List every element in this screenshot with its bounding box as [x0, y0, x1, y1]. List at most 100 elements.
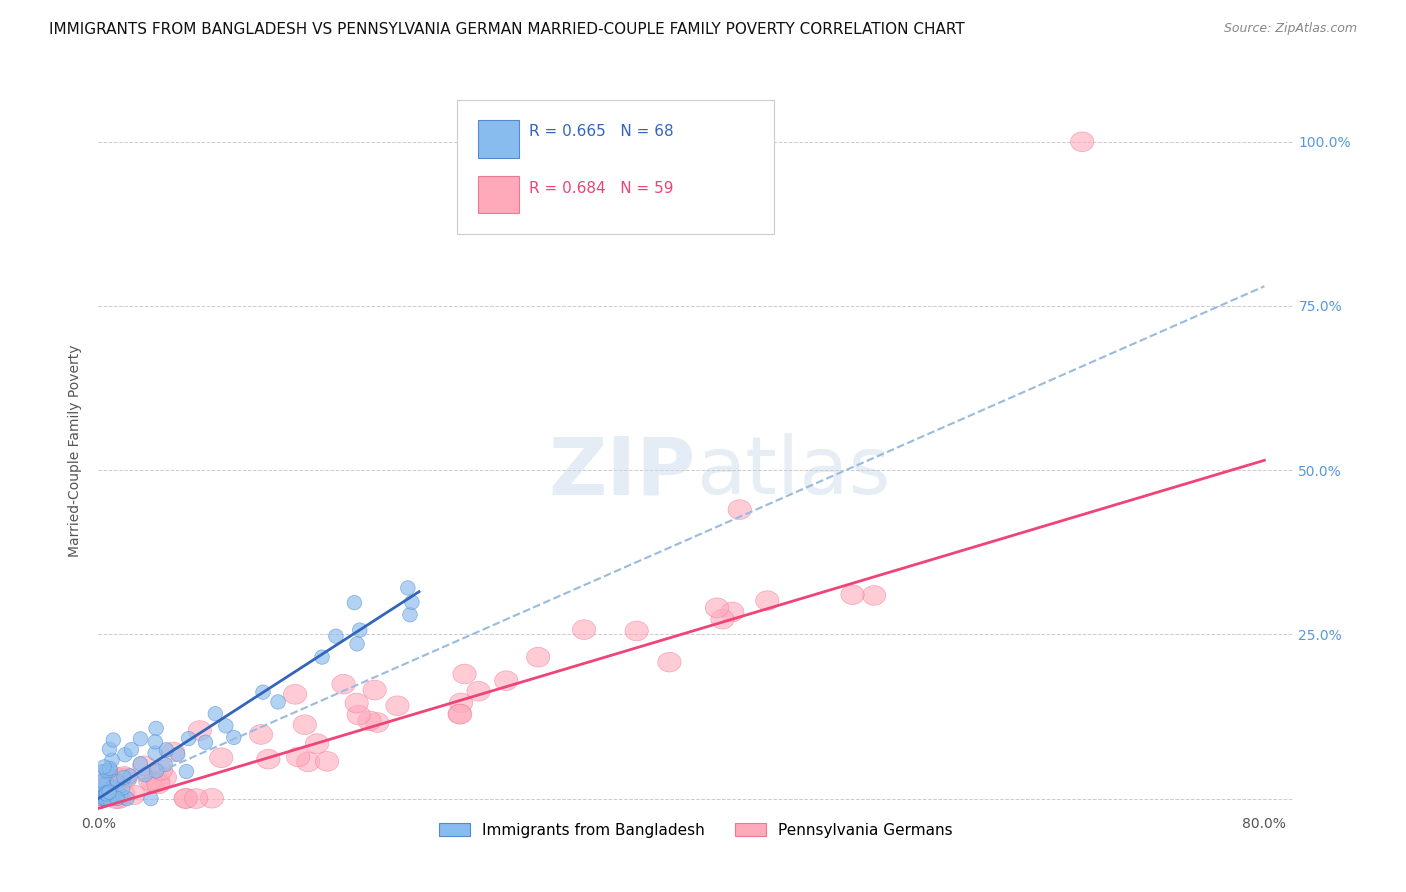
Ellipse shape [1070, 132, 1094, 152]
Ellipse shape [344, 693, 368, 713]
Ellipse shape [401, 581, 415, 595]
Ellipse shape [118, 747, 132, 762]
Ellipse shape [96, 764, 110, 779]
Ellipse shape [93, 788, 107, 802]
Ellipse shape [658, 652, 681, 672]
Ellipse shape [98, 786, 114, 800]
Ellipse shape [93, 787, 107, 801]
Ellipse shape [353, 623, 367, 637]
Ellipse shape [174, 789, 197, 808]
Ellipse shape [572, 620, 596, 640]
Ellipse shape [134, 731, 148, 746]
Ellipse shape [101, 785, 117, 799]
Ellipse shape [90, 776, 114, 796]
Ellipse shape [110, 791, 125, 805]
Ellipse shape [105, 732, 121, 747]
Ellipse shape [111, 774, 125, 789]
Ellipse shape [209, 747, 233, 768]
Text: Source: ZipAtlas.com: Source: ZipAtlas.com [1223, 22, 1357, 36]
Ellipse shape [284, 684, 307, 704]
Ellipse shape [138, 767, 152, 782]
Ellipse shape [148, 746, 163, 761]
Text: IMMIGRANTS FROM BANGLADESH VS PENNSYLVANIA GERMAN MARRIED-COUPLE FAMILY POVERTY : IMMIGRANTS FROM BANGLADESH VS PENNSYLVAN… [49, 22, 965, 37]
Ellipse shape [728, 500, 751, 519]
Ellipse shape [347, 706, 370, 725]
Ellipse shape [93, 781, 107, 796]
Ellipse shape [297, 752, 319, 772]
Ellipse shape [711, 609, 734, 629]
Ellipse shape [149, 760, 173, 780]
Ellipse shape [132, 756, 156, 776]
Ellipse shape [107, 788, 122, 802]
Ellipse shape [100, 764, 114, 778]
Legend: Immigrants from Bangladesh, Pennsylvania Germans: Immigrants from Bangladesh, Pennsylvania… [433, 816, 959, 844]
Text: R = 0.684   N = 59: R = 0.684 N = 59 [529, 181, 673, 195]
Ellipse shape [117, 770, 131, 785]
Ellipse shape [111, 784, 125, 798]
Ellipse shape [146, 772, 170, 791]
Ellipse shape [467, 681, 491, 701]
Ellipse shape [179, 764, 194, 779]
Ellipse shape [105, 780, 120, 795]
Ellipse shape [287, 747, 309, 767]
Ellipse shape [208, 706, 222, 721]
Ellipse shape [450, 693, 472, 713]
Ellipse shape [350, 637, 364, 651]
Ellipse shape [257, 749, 280, 769]
Ellipse shape [347, 596, 361, 610]
Ellipse shape [100, 787, 114, 801]
Ellipse shape [103, 764, 118, 778]
Ellipse shape [134, 756, 148, 771]
Ellipse shape [149, 721, 163, 736]
Ellipse shape [114, 768, 138, 788]
Text: R = 0.665   N = 68: R = 0.665 N = 68 [529, 124, 673, 139]
Ellipse shape [755, 591, 779, 610]
Ellipse shape [332, 674, 356, 694]
Ellipse shape [198, 735, 212, 749]
Ellipse shape [120, 791, 134, 805]
Ellipse shape [98, 791, 114, 805]
Ellipse shape [112, 766, 136, 786]
Ellipse shape [97, 791, 111, 805]
Ellipse shape [366, 713, 389, 732]
Ellipse shape [449, 705, 472, 724]
Ellipse shape [706, 598, 728, 617]
Ellipse shape [402, 607, 418, 622]
Ellipse shape [104, 789, 128, 808]
Ellipse shape [148, 735, 163, 749]
Ellipse shape [200, 789, 224, 808]
Ellipse shape [103, 761, 117, 776]
Ellipse shape [93, 789, 107, 804]
Ellipse shape [122, 785, 145, 805]
FancyBboxPatch shape [457, 100, 773, 234]
Ellipse shape [97, 760, 111, 774]
Ellipse shape [142, 773, 165, 793]
Ellipse shape [101, 791, 117, 805]
Ellipse shape [841, 585, 865, 605]
Ellipse shape [111, 785, 135, 805]
Ellipse shape [174, 789, 198, 808]
Ellipse shape [94, 791, 108, 805]
Ellipse shape [449, 704, 471, 723]
Ellipse shape [103, 742, 117, 756]
Ellipse shape [359, 711, 381, 731]
Ellipse shape [181, 731, 195, 746]
Ellipse shape [292, 714, 316, 734]
Ellipse shape [104, 753, 120, 767]
Ellipse shape [184, 789, 208, 808]
Ellipse shape [385, 696, 409, 715]
Ellipse shape [157, 757, 173, 772]
Ellipse shape [96, 779, 110, 793]
Ellipse shape [96, 774, 110, 789]
Ellipse shape [115, 780, 129, 796]
Ellipse shape [122, 769, 138, 783]
Ellipse shape [101, 791, 117, 805]
Ellipse shape [315, 650, 329, 665]
Ellipse shape [453, 665, 477, 684]
Ellipse shape [495, 671, 517, 690]
Ellipse shape [149, 764, 163, 778]
Ellipse shape [162, 742, 184, 762]
Ellipse shape [626, 621, 648, 640]
Ellipse shape [124, 742, 139, 757]
Ellipse shape [256, 685, 270, 699]
